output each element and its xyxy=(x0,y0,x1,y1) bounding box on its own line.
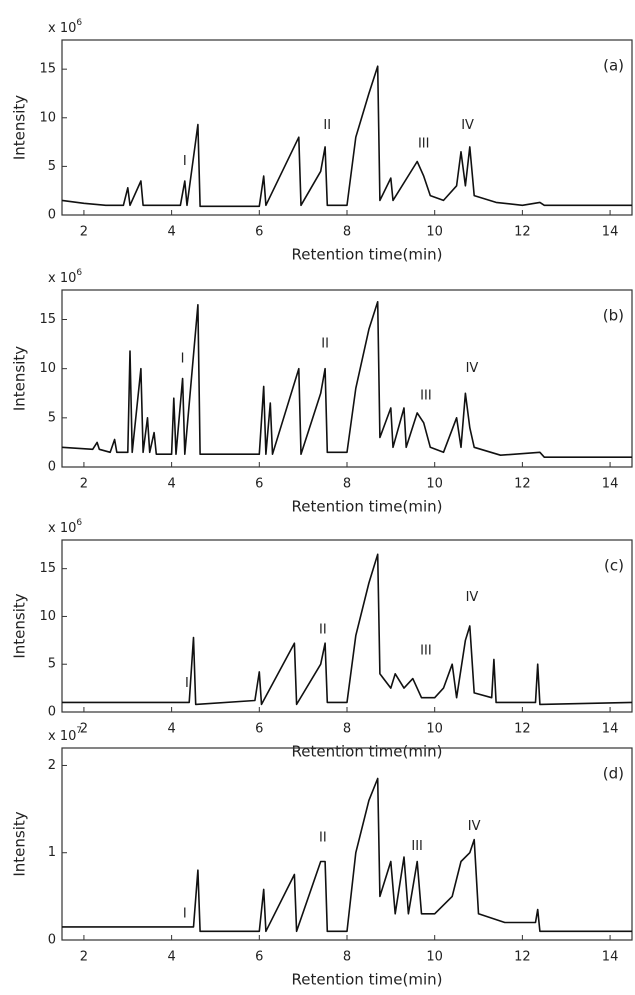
x-tick-label: 2 xyxy=(80,477,88,492)
panel: 0 5 10 15 2 4 6 8 10 12 14 Retention time(min) Inten… xyxy=(11,268,633,516)
y-tick-label: 2 xyxy=(48,758,56,773)
x-tick-label: 6 xyxy=(255,225,263,240)
x-tick-label: 2 xyxy=(80,722,88,737)
panel-label: (c) xyxy=(604,557,624,575)
y-scale-base: x 10 xyxy=(48,271,76,286)
panel-label: (b) xyxy=(603,307,624,325)
peak-annotation: IV xyxy=(461,118,474,133)
y-tick-label: 0 xyxy=(48,705,56,720)
plot-frame xyxy=(61,39,633,216)
peak-annotation: IV xyxy=(468,819,481,834)
y-scale-multiplier: x 106 xyxy=(48,18,82,36)
y-tick-label: 5 xyxy=(48,657,56,672)
y-tick-label: 10 xyxy=(39,609,56,624)
y-scale-base: x 10 xyxy=(48,21,76,36)
y-scale-multiplier: x 106 xyxy=(48,268,82,286)
peak-annotation: IV xyxy=(466,590,479,605)
peak-annotation: III xyxy=(418,137,430,152)
y-tick-label: 15 xyxy=(39,62,56,77)
x-axis-label: Retention time(min) xyxy=(292,246,443,264)
y-tick-label: 10 xyxy=(39,361,56,376)
x-axis-label: Retention time(min) xyxy=(292,971,443,989)
plot-frame xyxy=(61,289,633,468)
y-scale-base: x 10 xyxy=(48,521,76,536)
y-tick-label: 0 xyxy=(48,208,56,223)
x-tick-label: 12 xyxy=(514,477,531,492)
x-tick-label: 2 xyxy=(80,225,88,240)
panel-label: (a) xyxy=(603,57,624,75)
plot-frame xyxy=(61,539,633,713)
peak-annotation: I xyxy=(185,676,189,691)
x-tick-label: 10 xyxy=(426,722,443,737)
x-tick-label: 14 xyxy=(602,722,619,737)
x-tick-label: 10 xyxy=(426,477,443,492)
y-scale-exponent: 6 xyxy=(76,268,82,278)
y-scale-exponent: 7 xyxy=(76,726,82,736)
y-tick-label: 5 xyxy=(48,410,56,425)
peak-annotation: III xyxy=(420,643,432,658)
y-tick-label: 1 xyxy=(48,845,56,860)
y-tick-label: 0 xyxy=(48,460,56,475)
y-scale-multiplier: x 106 xyxy=(48,518,82,536)
x-tick-label: 12 xyxy=(514,950,531,965)
peak-annotation: II xyxy=(321,337,329,352)
peak-annotation: III xyxy=(411,839,423,854)
x-tick-label: 4 xyxy=(167,950,175,965)
y-tick-label: 0 xyxy=(48,933,56,948)
panel: 0 5 10 15 2 4 6 8 10 12 14 Retention time(min) Inten… xyxy=(11,18,633,264)
x-tick-label: 14 xyxy=(602,477,619,492)
x-tick-label: 12 xyxy=(514,225,531,240)
peak-annotation: I xyxy=(183,906,187,921)
x-tick-label: 2 xyxy=(80,950,88,965)
x-axis-label: Retention time(min) xyxy=(292,498,443,516)
x-tick-label: 14 xyxy=(602,225,619,240)
chromatogram-line xyxy=(61,301,632,458)
x-tick-label: 8 xyxy=(343,225,351,240)
x-tick-label: 4 xyxy=(167,477,175,492)
y-scale-exponent: 6 xyxy=(76,18,82,28)
peak-annotation: II xyxy=(323,118,331,133)
x-axis-label: Retention time(min) xyxy=(292,743,443,761)
y-axis-label: Intensity xyxy=(11,593,29,658)
chromatogram-line xyxy=(62,553,633,706)
y-tick-label: 15 xyxy=(39,312,56,327)
x-tick-label: 12 xyxy=(514,722,531,737)
y-axis-label: Intensity xyxy=(11,811,29,876)
y-scale-exponent: 6 xyxy=(76,518,82,528)
y-tick-label: 5 xyxy=(48,159,56,174)
x-tick-label: 14 xyxy=(602,950,619,965)
x-tick-label: 10 xyxy=(426,950,443,965)
peak-annotation: IV xyxy=(466,361,479,376)
x-tick-label: 4 xyxy=(167,225,175,240)
panel-label: (d) xyxy=(603,765,624,783)
peak-annotation: II xyxy=(319,830,327,845)
x-tick-label: 6 xyxy=(255,477,263,492)
peak-annotation: II xyxy=(319,622,327,637)
y-scale-multiplier: x 107 xyxy=(48,726,82,744)
x-tick-label: 6 xyxy=(255,722,263,737)
x-tick-label: 10 xyxy=(426,225,443,240)
x-tick-label: 4 xyxy=(167,722,175,737)
chromatogram-line xyxy=(62,777,632,933)
y-axis-label: Intensity xyxy=(11,346,29,411)
y-scale-base: x 10 xyxy=(48,729,76,744)
x-tick-label: 8 xyxy=(343,722,351,737)
chromatogram-line xyxy=(61,65,632,208)
peak-annotation: I xyxy=(181,351,185,366)
y-tick-label: 10 xyxy=(39,110,56,125)
y-axis-label: Intensity xyxy=(11,95,29,160)
panel: 0 5 10 15 2 4 6 8 10 12 14 Retention time(min) Inten… xyxy=(11,518,633,761)
peak-annotation: I xyxy=(183,154,187,169)
x-tick-label: 8 xyxy=(343,477,351,492)
plot-frame xyxy=(61,747,633,941)
x-tick-label: 6 xyxy=(255,950,263,965)
peak-annotation: III xyxy=(420,389,432,404)
y-tick-label: 15 xyxy=(39,561,56,576)
x-tick-label: 8 xyxy=(343,950,351,965)
